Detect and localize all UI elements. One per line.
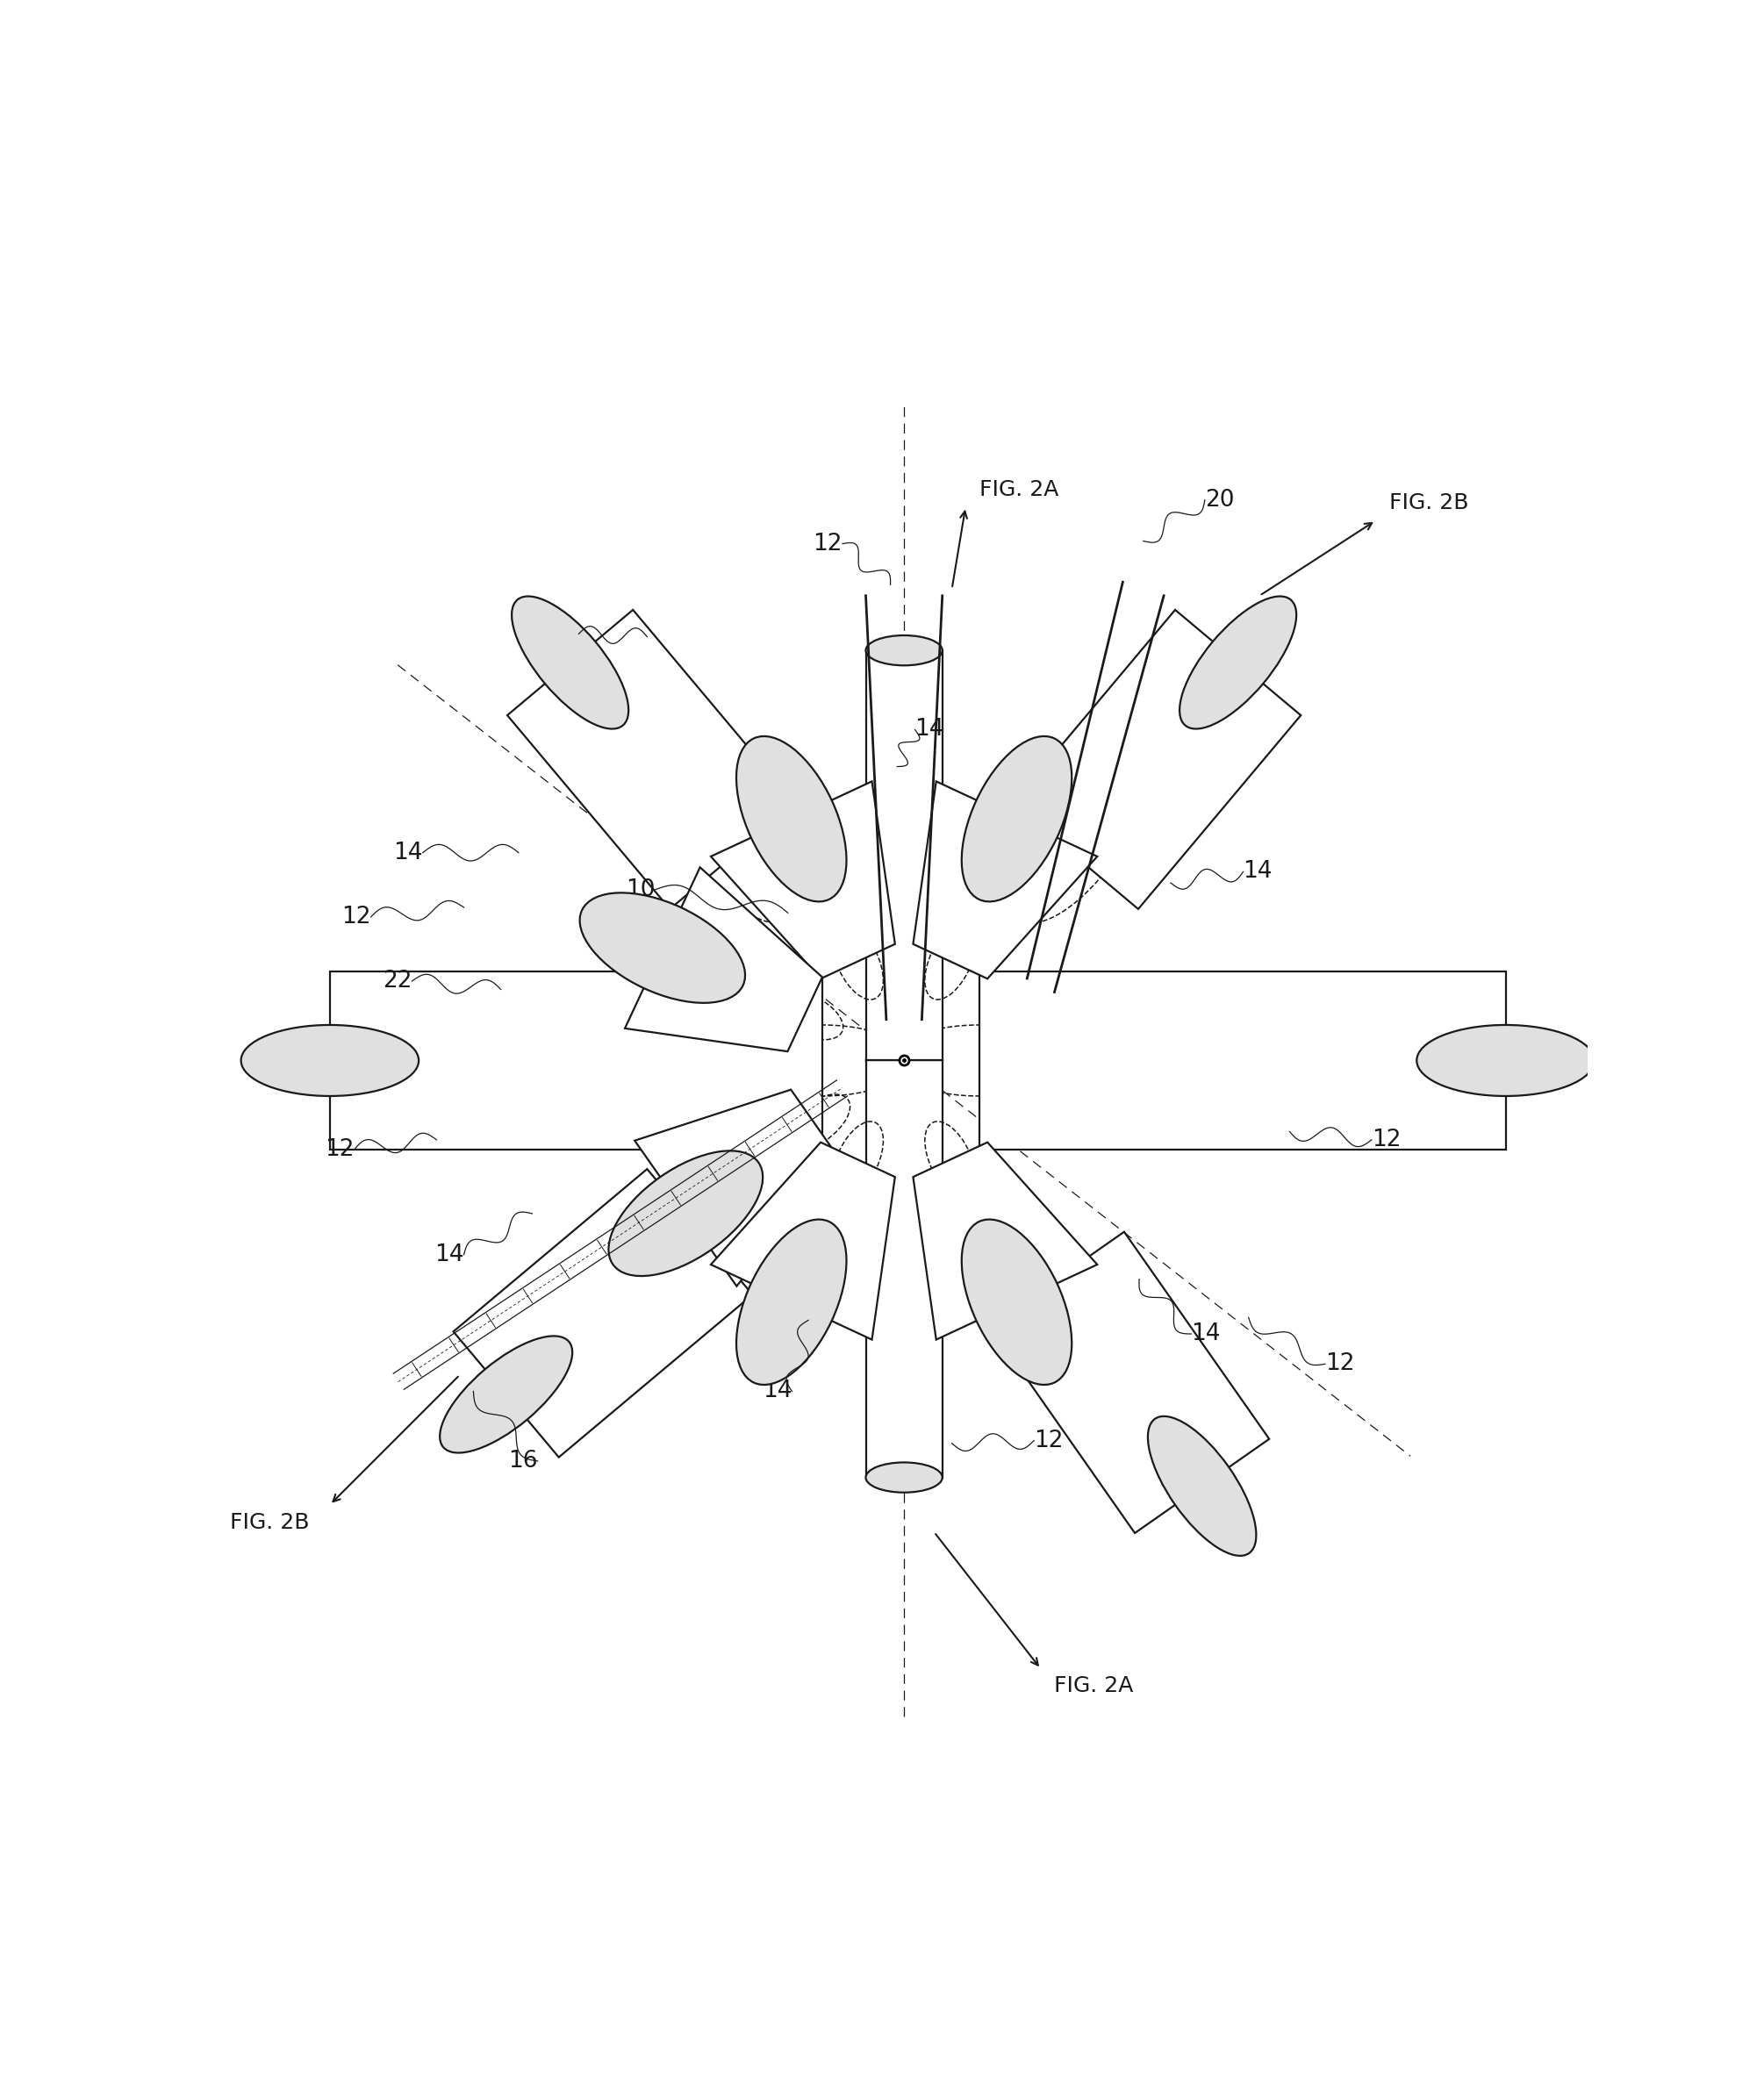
Ellipse shape	[580, 892, 744, 1004]
Text: FIG. 2A: FIG. 2A	[979, 479, 1058, 500]
Ellipse shape	[242, 1025, 418, 1096]
Polygon shape	[453, 1170, 753, 1457]
Ellipse shape	[439, 1336, 572, 1453]
Text: 12: 12	[1372, 1128, 1401, 1151]
Text: 14: 14	[1191, 1323, 1221, 1346]
Polygon shape	[711, 1142, 894, 1340]
Ellipse shape	[736, 1220, 847, 1384]
Polygon shape	[914, 781, 1097, 979]
Text: 18: 18	[549, 622, 579, 645]
Polygon shape	[866, 651, 942, 1061]
Text: 12: 12	[325, 1138, 355, 1161]
Polygon shape	[635, 1090, 838, 1285]
Text: 14: 14	[434, 1243, 464, 1266]
Text: 20: 20	[1205, 489, 1235, 512]
Ellipse shape	[866, 636, 942, 666]
Polygon shape	[711, 781, 894, 979]
Ellipse shape	[512, 596, 628, 729]
Polygon shape	[330, 972, 822, 1149]
Text: 14: 14	[1244, 861, 1272, 884]
Text: 10: 10	[626, 878, 654, 901]
Polygon shape	[508, 609, 796, 909]
Ellipse shape	[1148, 1415, 1256, 1556]
Ellipse shape	[961, 737, 1073, 901]
Ellipse shape	[866, 1462, 942, 1493]
Polygon shape	[866, 1060, 942, 1478]
Text: 14: 14	[393, 842, 423, 863]
Text: FIG. 2B: FIG. 2B	[229, 1512, 309, 1533]
Text: 16: 16	[508, 1449, 538, 1472]
Polygon shape	[914, 1142, 1097, 1340]
Text: 12: 12	[342, 905, 370, 928]
Text: FIG. 2B: FIG. 2B	[1390, 494, 1469, 515]
Ellipse shape	[609, 1151, 762, 1277]
Ellipse shape	[1180, 596, 1297, 729]
Text: 12: 12	[813, 533, 843, 554]
Ellipse shape	[736, 737, 847, 901]
Polygon shape	[979, 972, 1506, 1149]
Ellipse shape	[961, 1220, 1073, 1384]
Text: 12: 12	[1325, 1352, 1355, 1376]
Text: 14: 14	[762, 1380, 792, 1403]
Ellipse shape	[1416, 1025, 1595, 1096]
Polygon shape	[1013, 609, 1300, 909]
Text: 14: 14	[916, 718, 944, 741]
Text: FIG. 2A: FIG. 2A	[1055, 1676, 1134, 1697]
Polygon shape	[990, 1233, 1270, 1533]
Polygon shape	[624, 867, 822, 1052]
Text: 22: 22	[383, 970, 413, 993]
Text: 12: 12	[1034, 1430, 1064, 1451]
